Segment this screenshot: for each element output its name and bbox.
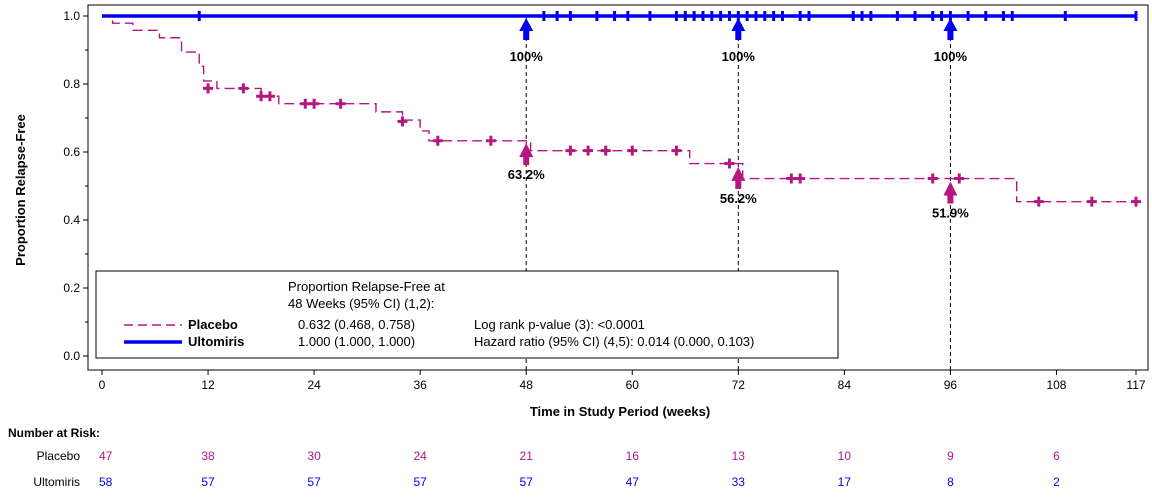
legend-ultomiris-ci: 1.000 (1.000, 1.000) — [298, 334, 415, 349]
censor-mark-placebo — [397, 116, 408, 127]
legend-box: Proportion Relapse-Free at 48 Weeks (95%… — [95, 270, 839, 359]
censor-mark-placebo — [1033, 196, 1044, 207]
risk-value-placebo: 13 — [732, 449, 746, 463]
censor-mark-placebo — [927, 173, 938, 184]
arrow-head-ultomiris — [519, 18, 534, 31]
legend-header-line1: Proportion Relapse-Free at — [288, 279, 445, 294]
risk-value-placebo: 6 — [1053, 449, 1060, 463]
risk-value-ultomiris: 2 — [1053, 475, 1060, 489]
censor-mark-placebo — [786, 173, 797, 184]
censor-mark-placebo — [1131, 196, 1141, 207]
y-tick-label: 0.6 — [63, 145, 80, 159]
risk-value-ultomiris: 57 — [307, 475, 321, 489]
annotation-label-placebo: 51.9% — [932, 206, 969, 221]
censor-mark-placebo — [671, 145, 682, 156]
censor-mark-placebo — [432, 135, 443, 146]
x-tick-label: 12 — [201, 378, 215, 392]
censor-mark-placebo — [795, 173, 806, 184]
x-tick-label: 72 — [732, 378, 746, 392]
x-tick-label: 60 — [626, 378, 640, 392]
annotation-label-ultomiris: 100% — [510, 49, 544, 64]
risk-value-placebo: 38 — [201, 449, 215, 463]
risk-value-ultomiris: 47 — [626, 475, 640, 489]
risk-value-ultomiris: 57 — [201, 475, 215, 489]
x-tick-label: 84 — [838, 378, 852, 392]
censor-mark-placebo — [565, 145, 576, 156]
y-tick-label: 0.4 — [63, 213, 80, 227]
x-axis-label: Time in Study Period (weeks) — [530, 404, 710, 419]
risk-value-ultomiris: 8 — [947, 475, 954, 489]
censor-mark-placebo — [724, 158, 735, 169]
risk-row-placebo-name: Placebo — [37, 449, 81, 463]
censor-mark-placebo — [309, 98, 320, 109]
annotation-label-ultomiris: 100% — [934, 49, 968, 64]
risk-value-placebo: 47 — [99, 449, 113, 463]
annotation-label-placebo: 63.2% — [508, 167, 545, 182]
risk-value-ultomiris: 17 — [838, 475, 852, 489]
censor-mark-placebo — [583, 145, 594, 156]
legend-placebo-name: Placebo — [188, 317, 238, 332]
risk-value-placebo: 21 — [520, 449, 534, 463]
arrow-head-placebo — [943, 181, 958, 196]
y-tick-label: 1.0 — [63, 9, 80, 23]
censor-mark-placebo — [1086, 196, 1097, 207]
y-tick-label: 0.0 — [63, 349, 80, 363]
x-tick-label: 36 — [413, 378, 427, 392]
legend-ultomiris-name: Ultomiris — [188, 334, 244, 349]
risk-value-placebo: 30 — [307, 449, 321, 463]
legend-logrank: Log rank p-value (3): <0.0001 — [474, 317, 645, 332]
arrow-head-ultomiris — [943, 18, 958, 31]
risk-value-placebo: 16 — [626, 449, 640, 463]
arrow-shaft-placebo — [735, 179, 742, 189]
annotation-label-ultomiris: 100% — [722, 49, 756, 64]
risk-value-ultomiris: 57 — [413, 475, 427, 489]
legend-header-line2: 48 Weeks (95% CI) (1,2): — [288, 296, 434, 311]
y-tick-label: 0.2 — [63, 281, 80, 295]
x-tick-label: 24 — [307, 378, 321, 392]
annotation-label-placebo: 56.2% — [720, 191, 757, 206]
censor-mark-placebo — [335, 98, 346, 109]
series-line-placebo — [102, 15, 1136, 203]
x-tick-label: 48 — [520, 378, 534, 392]
risk-value-ultomiris: 57 — [520, 475, 534, 489]
arrow-head-ultomiris — [731, 18, 746, 31]
x-tick-label: 108 — [1046, 378, 1066, 392]
censor-mark-placebo — [300, 98, 311, 109]
arrow-shaft-ultomiris — [947, 30, 954, 40]
risk-value-ultomiris: 58 — [99, 475, 113, 489]
legend-placebo-ci: 0.632 (0.468, 0.758) — [298, 317, 415, 332]
arrow-shaft-placebo — [947, 194, 954, 204]
censor-mark-placebo — [485, 135, 496, 146]
legend-hazard-ratio: Hazard ratio (95% CI) (4,5): 0.014 (0.00… — [474, 334, 754, 349]
y-tick-label: 0.8 — [63, 77, 80, 91]
risk-value-ultomiris: 33 — [732, 475, 746, 489]
x-tick-label: 0 — [99, 378, 106, 392]
risk-value-placebo: 24 — [413, 449, 427, 463]
y-axis-label: Proportion Relapse-Free — [13, 114, 28, 266]
risk-table-title: Number at Risk: — [8, 426, 100, 440]
arrow-shaft-ultomiris — [735, 30, 742, 40]
arrow-head-placebo — [519, 143, 534, 158]
plot-frame — [87, 4, 1149, 371]
x-tick-label: 96 — [944, 378, 958, 392]
risk-value-placebo: 10 — [838, 449, 852, 463]
risk-row-ultomiris-name: Ultomiris — [33, 475, 80, 489]
censor-mark-placebo — [238, 83, 249, 94]
censor-mark-placebo — [264, 91, 275, 102]
arrow-head-placebo — [731, 166, 746, 181]
arrow-shaft-ultomiris — [523, 30, 530, 40]
censor-mark-placebo — [954, 173, 965, 184]
x-tick-label: 117 — [1126, 378, 1145, 392]
censor-mark-placebo — [256, 91, 267, 102]
arrow-shaft-placebo — [523, 156, 530, 166]
censor-mark-placebo — [203, 83, 214, 94]
risk-value-placebo: 9 — [947, 449, 954, 463]
censor-mark-placebo — [600, 145, 611, 156]
censor-mark-placebo — [627, 145, 638, 156]
